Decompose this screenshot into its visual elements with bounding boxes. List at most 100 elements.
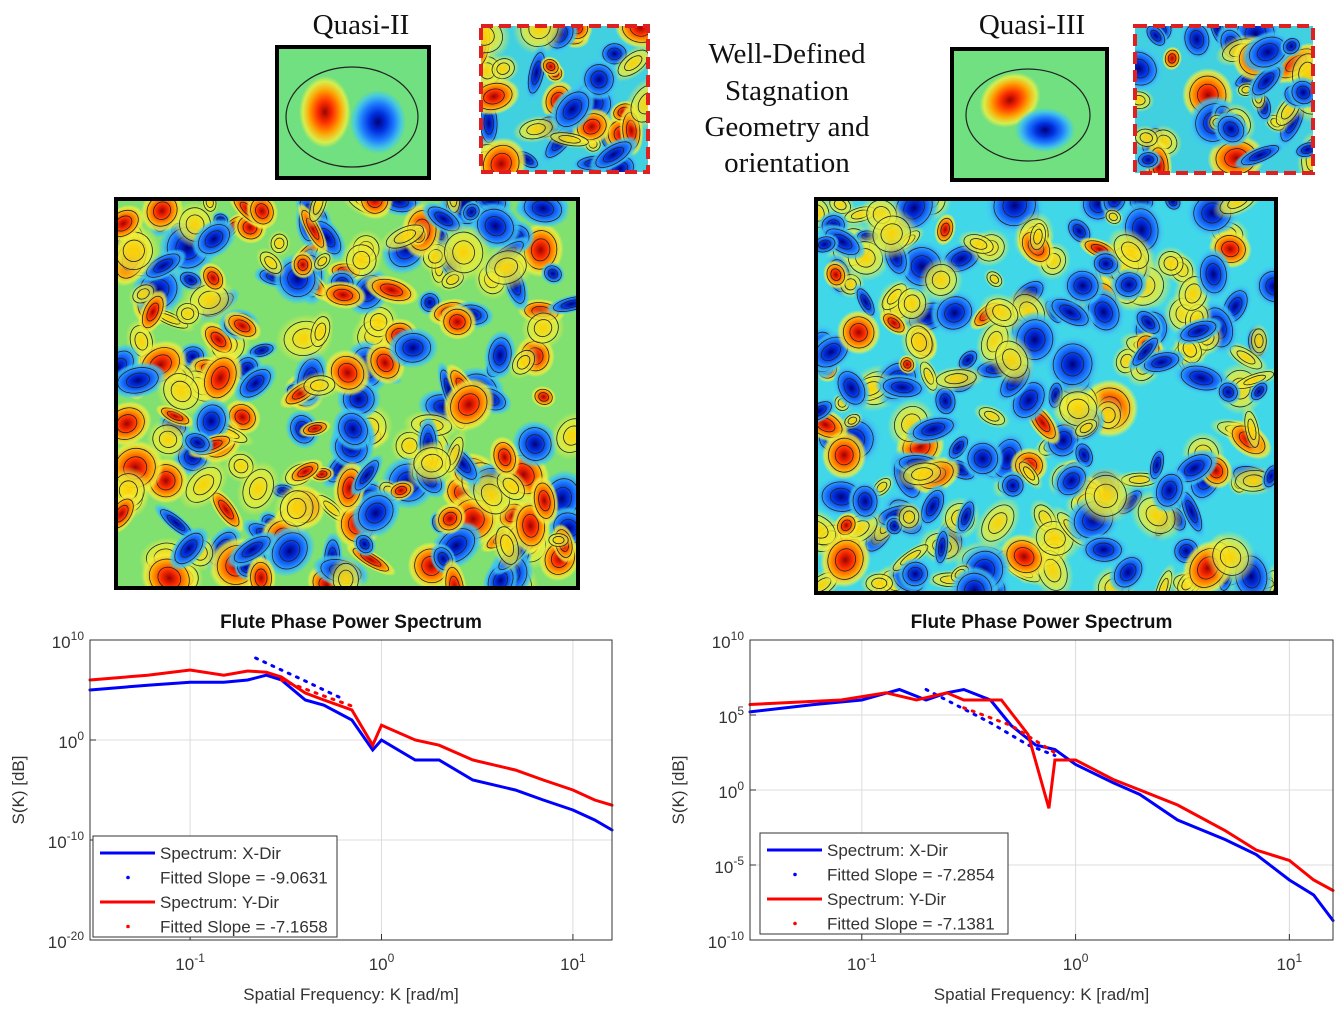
contour-line bbox=[550, 132, 589, 147]
contour-blob bbox=[350, 488, 401, 539]
contour-blob bbox=[191, 218, 237, 260]
contour-line bbox=[1254, 386, 1264, 397]
image-border bbox=[950, 47, 1109, 182]
contour-line bbox=[1072, 224, 1086, 238]
x-tick-label: 101 bbox=[1277, 951, 1303, 974]
contour-line bbox=[531, 60, 542, 85]
contour-line bbox=[303, 422, 327, 436]
contour-line bbox=[174, 532, 204, 565]
contour-line bbox=[962, 354, 974, 366]
contour-blob bbox=[1172, 360, 1231, 396]
contour-line bbox=[205, 199, 214, 208]
contour-line bbox=[528, 26, 551, 40]
contour-line bbox=[203, 199, 217, 212]
contour-line bbox=[903, 360, 912, 369]
contour-blob bbox=[820, 531, 871, 588]
spectrum-line bbox=[88, 673, 614, 832]
contour-line bbox=[547, 268, 559, 279]
contour-blob bbox=[116, 361, 167, 399]
contour-line bbox=[903, 294, 921, 313]
contour-line bbox=[1120, 277, 1137, 292]
contour-line bbox=[264, 256, 278, 270]
contour-line bbox=[259, 251, 282, 274]
contour-blob bbox=[222, 310, 262, 341]
contour-blob bbox=[1261, 461, 1276, 492]
plot-frame bbox=[749, 639, 1334, 941]
contour-line bbox=[939, 393, 952, 409]
contour-line bbox=[310, 316, 331, 348]
contour-line bbox=[1187, 325, 1209, 338]
panel-label: Quasi-III bbox=[979, 9, 1085, 41]
contour-line bbox=[603, 146, 625, 163]
contour-line bbox=[1217, 115, 1245, 143]
chart-title: Flute Phase Power Spectrum bbox=[911, 612, 1173, 633]
contour-line bbox=[450, 385, 488, 424]
contour-line bbox=[332, 562, 359, 588]
contour-line bbox=[816, 401, 832, 422]
contour-line bbox=[193, 474, 215, 496]
contour-line bbox=[1180, 320, 1217, 342]
contour-line bbox=[255, 203, 269, 219]
contour-line bbox=[546, 62, 556, 71]
legend-label: Fitted Slope = -7.2854 bbox=[827, 866, 995, 885]
contour-blob bbox=[818, 223, 867, 261]
contour-blob bbox=[1205, 530, 1257, 584]
x-axis-label: Spatial Frequency: K [rad/m] bbox=[934, 985, 1149, 1004]
contour-line bbox=[1137, 343, 1153, 360]
contour-line bbox=[463, 203, 480, 221]
contour-line bbox=[1084, 474, 1127, 517]
contour-line bbox=[239, 369, 271, 398]
contour-line bbox=[207, 271, 220, 285]
contour-line bbox=[940, 222, 950, 237]
contour-line bbox=[1135, 58, 1150, 79]
contour-line bbox=[1023, 466, 1036, 481]
contour-line bbox=[310, 379, 329, 392]
contour-line bbox=[1094, 301, 1113, 323]
contour-line bbox=[944, 373, 969, 385]
contour-line bbox=[957, 501, 975, 532]
contour-line bbox=[1254, 333, 1264, 349]
y-axis-label: S(K) [dB] bbox=[9, 756, 28, 825]
contour-line bbox=[371, 278, 412, 302]
plot-frame bbox=[89, 639, 613, 941]
contour-line bbox=[816, 520, 829, 539]
contour-blob bbox=[823, 260, 849, 290]
contour-line bbox=[493, 442, 516, 473]
spectrum-line bbox=[88, 668, 614, 807]
fit-line bbox=[254, 656, 341, 699]
contour-line bbox=[843, 378, 860, 398]
contour-line bbox=[828, 437, 861, 473]
contour-blob bbox=[1071, 416, 1102, 440]
x-tick-label: 100 bbox=[1063, 951, 1089, 974]
contour-blob bbox=[1027, 217, 1049, 256]
image-border bbox=[814, 197, 1278, 595]
contour-line bbox=[286, 497, 307, 519]
contour-line bbox=[1136, 311, 1160, 334]
contour-blob bbox=[549, 84, 596, 134]
contour-blob bbox=[895, 458, 949, 490]
y-tick-label: 1010 bbox=[712, 629, 745, 652]
contour-line bbox=[525, 434, 545, 454]
contour-line bbox=[126, 372, 150, 389]
contour-blob bbox=[139, 248, 187, 283]
contour-line bbox=[1098, 257, 1114, 270]
contour-line bbox=[1199, 255, 1227, 294]
contour-line bbox=[902, 561, 928, 587]
contour-line bbox=[921, 422, 946, 436]
contour-line bbox=[361, 199, 389, 214]
contour-line bbox=[1221, 240, 1240, 258]
contour-line bbox=[242, 468, 274, 509]
x-tick-label: 10-1 bbox=[175, 951, 205, 974]
contour-line bbox=[466, 207, 477, 217]
fit-line bbox=[279, 678, 354, 708]
contour-line bbox=[1029, 223, 1046, 251]
contour-line bbox=[844, 278, 857, 291]
contour-line bbox=[1067, 398, 1090, 419]
contour-blob bbox=[1132, 306, 1165, 339]
contour-blob bbox=[611, 44, 648, 82]
contour-line bbox=[590, 70, 608, 89]
contour-line bbox=[944, 303, 965, 323]
contour-line bbox=[522, 513, 540, 538]
contour-line bbox=[494, 257, 519, 278]
